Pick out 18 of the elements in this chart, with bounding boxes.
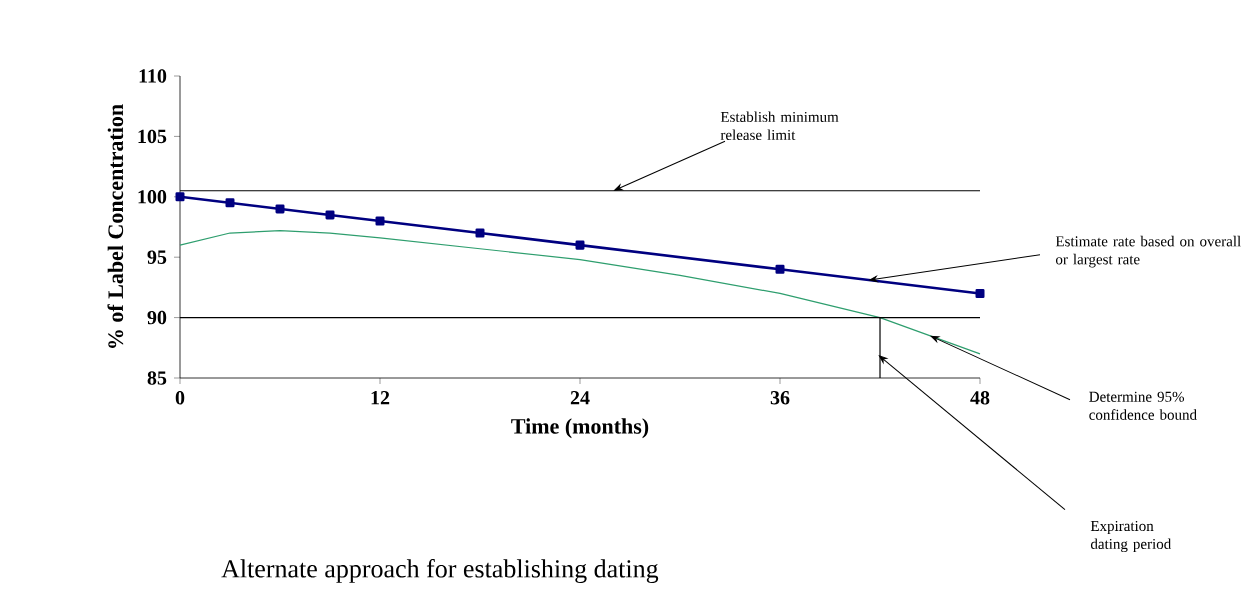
x-tick-label: 48 (970, 391, 990, 405)
annotation: Estimate rate based on overall or largest rate (1055, 235, 1241, 268)
y-tick-label: 110 (139, 69, 167, 83)
x-tick-label: 12 (371, 391, 390, 405)
annotation: Establish minimum release limit (720, 111, 839, 140)
y-tick-label: 95 (147, 250, 167, 264)
text: Alternate approach for establishing dating (221, 559, 659, 583)
x-axis-title: Time (months) (511, 418, 649, 439)
x-tick-label: 24 (570, 391, 590, 405)
y-axis-title: % of Label Concentration (107, 104, 124, 348)
y-tick-label: 105 (138, 129, 167, 144)
x-tick-label: 0 (175, 391, 185, 405)
y-tick-label: 90 (147, 310, 167, 325)
y-tick-label: 100 (138, 190, 167, 204)
text: Expiration dating period (1090, 520, 1172, 553)
x-tick-label: 36 (770, 391, 790, 405)
annotation: Determine 95% confidence bound (1089, 391, 1197, 420)
y-tick-label: 85 (147, 371, 167, 385)
